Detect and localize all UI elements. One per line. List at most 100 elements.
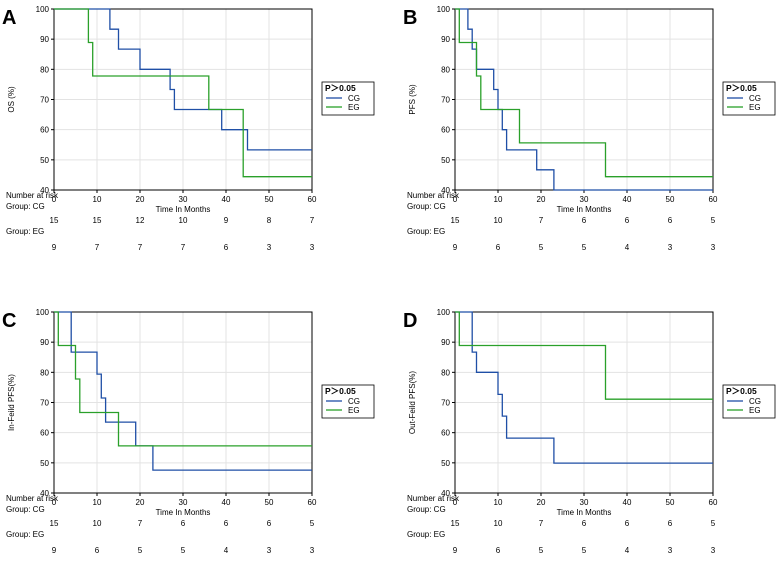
legend-label-cg: CG — [749, 94, 761, 103]
risk-count: 3 — [668, 546, 673, 555]
x-tick-label: 50 — [265, 498, 274, 507]
risk-count: 15 — [50, 216, 59, 225]
panel-a: 0 10 20 30 40 50 60 40 50 60 70 80 90 100 Time In Mont… — [2, 5, 375, 252]
y-tick-label: 60 — [40, 126, 49, 135]
risk-count: 5 — [138, 546, 143, 555]
y-tick-label: 80 — [441, 368, 450, 377]
risk-group-label: Group: CG — [407, 202, 446, 211]
panel-letter: D — [403, 310, 417, 332]
y-tick-label: 40 — [40, 489, 49, 498]
risk-count: 5 — [539, 546, 544, 555]
risk-count: 5 — [711, 216, 716, 225]
risk-group-label: Group: EG — [6, 227, 44, 236]
y-tick-label: 40 — [441, 489, 450, 498]
km-curve-cg — [455, 8, 713, 191]
risk-count: 3 — [267, 546, 272, 555]
x-tick-label: 50 — [666, 498, 675, 507]
y-axis-label: PFS (%) — [408, 84, 417, 115]
x-tick-label: 60 — [308, 498, 317, 507]
panel-d: 0 10 20 30 40 50 60 40 50 60 70 80 90 100 Time In Mont… — [403, 308, 776, 555]
x-tick-label: 20 — [136, 498, 145, 507]
x-tick-label: 0 — [52, 498, 57, 507]
x-axis-label: Time In Months — [156, 508, 211, 517]
km-curve-eg — [455, 8, 713, 178]
x-tick-label: 40 — [222, 498, 231, 507]
risk-count: 9 — [52, 546, 57, 555]
risk-count: 10 — [179, 216, 188, 225]
risk-count: 7 — [138, 519, 143, 528]
risk-count: 5 — [582, 243, 587, 252]
risk-count: 9 — [453, 243, 458, 252]
x-tick-label: 30 — [179, 498, 188, 507]
legend-title: P＞0.05 — [325, 386, 356, 396]
risk-count: 4 — [224, 546, 229, 555]
legend-title: P＞0.05 — [726, 386, 757, 396]
x-tick-label: 10 — [494, 195, 503, 204]
legend-label-cg: CG — [348, 397, 360, 406]
y-tick-label: 100 — [36, 5, 50, 14]
risk-count: 6 — [582, 216, 587, 225]
y-tick-label: 90 — [441, 35, 450, 44]
risk-count: 6 — [496, 243, 501, 252]
risk-count: 6 — [668, 216, 673, 225]
y-tick-label: 40 — [441, 186, 450, 195]
risk-count: 7 — [181, 243, 186, 252]
panel-letter: C — [2, 310, 16, 332]
risk-count: 9 — [224, 216, 229, 225]
x-tick-label: 10 — [93, 498, 102, 507]
risk-count: 15 — [451, 519, 460, 528]
risk-count: 5 — [539, 243, 544, 252]
x-axis-label: Time In Months — [557, 205, 612, 214]
risk-count: 10 — [494, 216, 503, 225]
risk-count: 6 — [625, 216, 630, 225]
x-tick-label: 10 — [494, 498, 503, 507]
risk-group-label: Group: EG — [6, 530, 44, 539]
risk-count: 5 — [711, 519, 716, 528]
km-curve-eg — [54, 311, 312, 447]
x-axis-label: Time In Months — [557, 508, 612, 517]
risk-count: 7 — [539, 519, 544, 528]
risk-count: 15 — [50, 519, 59, 528]
x-tick-label: 30 — [179, 195, 188, 204]
y-axis-label: In-Feild PFS(%) — [7, 374, 16, 431]
y-tick-label: 50 — [40, 156, 49, 165]
panel-letter: A — [2, 7, 16, 29]
risk-count: 3 — [267, 243, 272, 252]
risk-header: Number at risk — [6, 494, 59, 503]
x-tick-label: 30 — [580, 195, 589, 204]
y-tick-label: 60 — [441, 429, 450, 438]
risk-count: 3 — [310, 243, 315, 252]
y-tick-label: 100 — [437, 308, 451, 317]
legend-label-cg: CG — [348, 94, 360, 103]
risk-count: 5 — [310, 519, 315, 528]
x-tick-label: 60 — [709, 498, 718, 507]
panel-c: 0 10 20 30 40 50 60 40 50 60 70 80 90 100 Time In Mont… — [2, 308, 375, 555]
risk-group-label: Group: EG — [407, 530, 445, 539]
x-tick-label: 20 — [537, 498, 546, 507]
y-tick-label: 100 — [437, 5, 451, 14]
risk-count: 15 — [93, 216, 102, 225]
km-curve-cg — [54, 8, 312, 151]
y-tick-label: 60 — [441, 126, 450, 135]
km-curve-eg — [54, 8, 312, 178]
risk-header: Number at risk — [6, 191, 59, 200]
y-tick-label: 50 — [40, 459, 49, 468]
risk-header: Number at risk — [407, 191, 460, 200]
y-tick-label: 80 — [40, 65, 49, 74]
y-tick-label: 80 — [441, 65, 450, 74]
x-tick-label: 40 — [623, 498, 632, 507]
risk-count: 7 — [310, 216, 315, 225]
y-tick-label: 70 — [40, 399, 49, 408]
risk-count: 10 — [494, 519, 503, 528]
x-tick-label: 20 — [537, 195, 546, 204]
y-axis-label: Out-Feild PFS(%) — [408, 371, 417, 434]
risk-count: 6 — [496, 546, 501, 555]
legend-label-eg: EG — [749, 406, 761, 415]
risk-count: 3 — [310, 546, 315, 555]
risk-group-label: Group: CG — [6, 202, 45, 211]
risk-count: 6 — [95, 546, 100, 555]
x-tick-label: 60 — [308, 195, 317, 204]
